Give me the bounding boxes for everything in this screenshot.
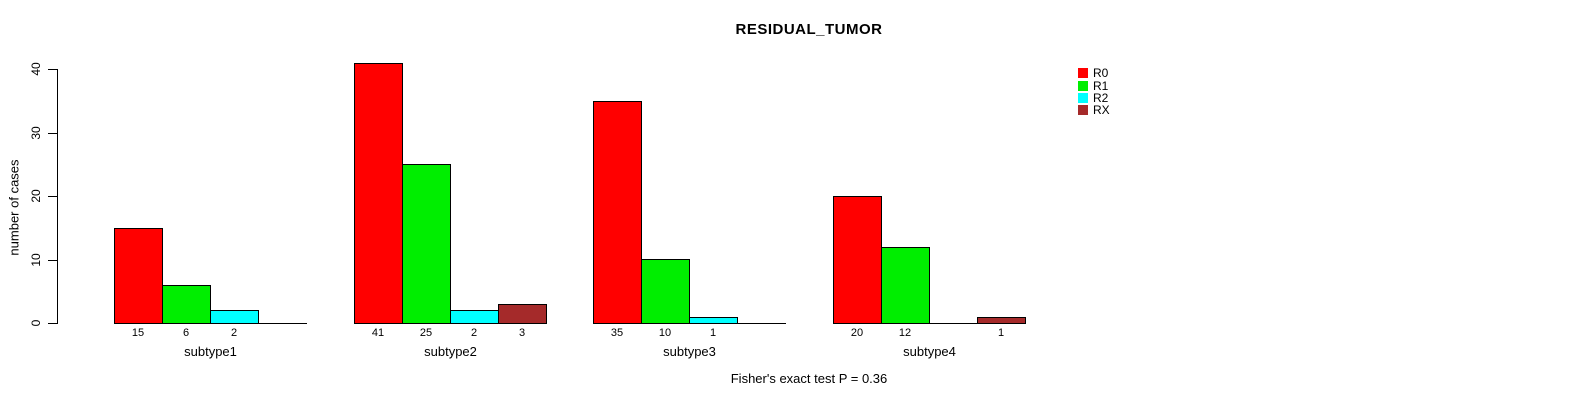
bar-r1-subtype4 <box>881 247 930 324</box>
y-axis-tick <box>48 323 57 324</box>
chart-title: RESIDUAL_TUMOR <box>735 21 883 38</box>
bar-r0-subtype2 <box>354 63 403 324</box>
legend-label: RX <box>1093 103 1110 118</box>
y-axis-tick-label: 20 <box>29 189 43 203</box>
bar-value-label: 6 <box>182 327 190 339</box>
bar-value-label: 2 <box>230 327 238 339</box>
y-axis-tick-label: 30 <box>29 126 43 140</box>
legend-item-r0: R0 <box>1078 67 1110 79</box>
bar-value-label: 35 <box>610 327 624 339</box>
legend-swatch-rx <box>1078 105 1088 116</box>
bar-rx-subtype4 <box>977 317 1026 324</box>
bar-r2-subtype3 <box>689 317 738 324</box>
bar-r0-subtype1 <box>114 228 163 324</box>
y-axis-tick <box>48 69 57 70</box>
y-axis-tick-label: 0 <box>29 319 43 327</box>
category-label-subtype3: subtype3 <box>663 344 716 359</box>
y-axis-tick-label: 10 <box>29 253 43 267</box>
legend-item-rx: RX <box>1078 104 1110 116</box>
category-label-subtype2: subtype2 <box>424 344 477 359</box>
y-axis-tick <box>48 260 57 261</box>
legend-item-r1: R1 <box>1078 78 1110 93</box>
y-axis-tick <box>48 196 57 197</box>
category-label-subtype4: subtype4 <box>903 344 956 359</box>
legend-item-r2: R2 <box>1078 92 1110 104</box>
bar-value-label: 20 <box>850 327 864 339</box>
legend-swatch-r1 <box>1078 80 1088 91</box>
legend-label: R1 <box>1093 78 1109 93</box>
legend-swatch-r0 <box>1078 68 1088 79</box>
bar-value-label: 12 <box>898 327 912 339</box>
bar-r1-subtype3 <box>641 259 690 324</box>
bar-r2-subtype2 <box>450 310 499 324</box>
bar-value-label: 25 <box>419 327 433 339</box>
y-axis-tick <box>48 133 57 134</box>
bar-rx-subtype2 <box>498 304 547 324</box>
bar-value-label: 10 <box>658 327 672 339</box>
bar-value-label: 1 <box>997 327 1005 339</box>
legend: R0 R1 R2 RX <box>1078 67 1110 117</box>
y-axis-tick-label: 40 <box>29 62 43 76</box>
bar-value-label: 15 <box>131 327 145 339</box>
y-axis-label: number of cases <box>6 159 22 256</box>
bar-value-label: 41 <box>371 327 385 339</box>
bar-r0-subtype3 <box>593 101 642 324</box>
y-axis-spine <box>57 69 58 324</box>
legend-label: R0 <box>1093 66 1109 81</box>
legend-label: R2 <box>1093 90 1109 105</box>
bar-value-label: 2 <box>470 327 478 339</box>
bar-value-label: 1 <box>709 327 717 339</box>
legend-swatch-r2 <box>1078 92 1088 103</box>
bar-r0-subtype4 <box>833 196 882 324</box>
statistical-test-annotation: Fisher's exact test P = 0.36 <box>730 371 888 386</box>
bar-value-label: 3 <box>518 327 526 339</box>
category-label-subtype1: subtype1 <box>184 344 237 359</box>
bar-r1-subtype1 <box>162 285 211 324</box>
bar-r2-subtype1 <box>210 310 259 324</box>
bar-r1-subtype2 <box>402 164 451 324</box>
